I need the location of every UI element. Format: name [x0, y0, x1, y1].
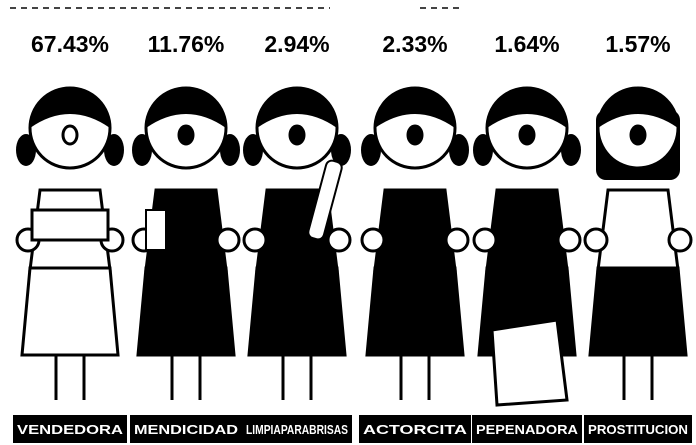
- hand: [474, 229, 496, 251]
- sack: [492, 320, 567, 405]
- value-label: 1.64%: [494, 31, 559, 57]
- basket: [32, 210, 108, 240]
- mouth: [63, 126, 77, 144]
- skirt: [138, 268, 234, 355]
- hand: [244, 229, 266, 251]
- category-label: LIMPIAPARABRISAS: [246, 422, 348, 437]
- figure: [16, 88, 124, 400]
- mouth: [408, 126, 422, 144]
- mouth: [290, 126, 304, 144]
- figure: [473, 88, 581, 405]
- category-label: PEPENADORA: [476, 422, 579, 437]
- value-label: 11.76%: [148, 31, 225, 57]
- paper: [146, 210, 166, 250]
- infographic: 67.43% VENDEDORA 11.76% MENDICIDAD 2.94% LIMP…: [0, 0, 696, 445]
- hand: [446, 229, 468, 251]
- hand: [328, 229, 350, 251]
- hand: [669, 229, 691, 251]
- skirt: [367, 268, 463, 355]
- torso: [487, 190, 567, 270]
- torso: [375, 190, 455, 270]
- hand: [362, 229, 384, 251]
- category-label: ACTORCITA: [363, 422, 468, 437]
- category-label: PROSTITUCION: [588, 422, 688, 437]
- hand: [217, 229, 239, 251]
- skirt: [249, 268, 345, 355]
- value-label: 2.94%: [264, 31, 329, 57]
- hand: [585, 229, 607, 251]
- skirt: [590, 268, 686, 355]
- hand: [558, 229, 580, 251]
- figure: [132, 88, 240, 400]
- value-label: 67.43%: [31, 31, 109, 57]
- value-label: 1.57%: [605, 31, 670, 57]
- torso: [598, 190, 678, 270]
- figure: [361, 88, 469, 400]
- page: 67.43% VENDEDORA 11.76% MENDICIDAD 2.94% LIMP…: [0, 0, 696, 445]
- figure: [243, 88, 351, 400]
- mouth: [520, 126, 534, 144]
- category-label: VENDEDORA: [17, 422, 124, 437]
- figure: [585, 88, 691, 400]
- mouth: [179, 126, 193, 144]
- skirt: [22, 268, 118, 355]
- category-label: MENDICIDAD: [134, 422, 238, 437]
- value-label: 2.33%: [382, 31, 447, 57]
- mouth: [631, 126, 645, 144]
